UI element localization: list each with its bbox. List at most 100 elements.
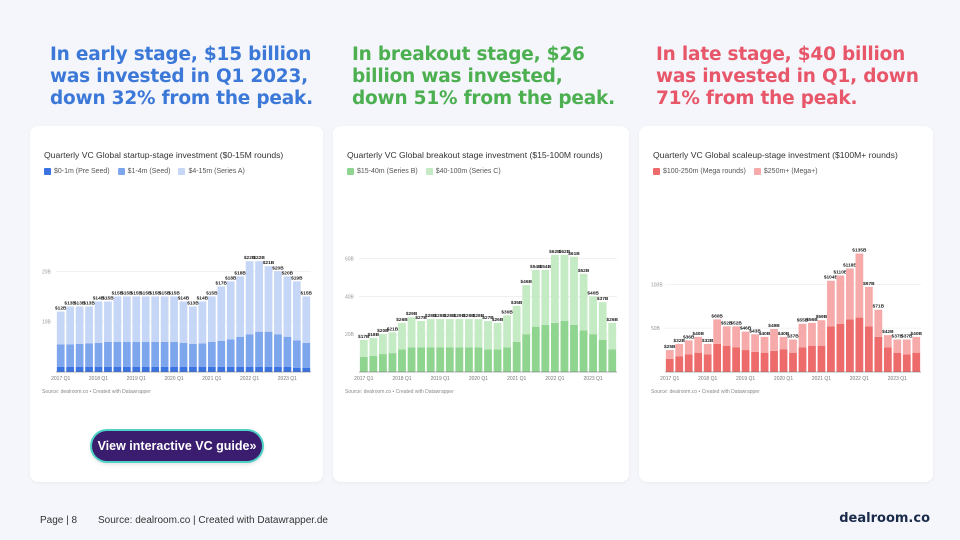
data-label: $49B — [768, 323, 780, 329]
bar-segment — [113, 341, 122, 367]
data-label: $15B — [140, 290, 152, 296]
legend-label: $4-15m (Series A) — [188, 168, 245, 175]
bar-segment — [302, 342, 311, 368]
bar-segment — [170, 341, 178, 367]
bar-segment — [198, 301, 207, 344]
bar-segment — [751, 334, 759, 352]
data-label: $52B — [730, 320, 742, 326]
bar-segment — [94, 342, 103, 367]
bar-segment — [66, 366, 75, 372]
x-tick-label: 2020 Q1 — [469, 376, 488, 382]
data-label: $15B — [168, 290, 180, 296]
legend-item: $0-1m (Pre Seed) — [44, 168, 110, 175]
bar-segment — [426, 319, 435, 348]
bar-segment — [703, 354, 712, 372]
data-label: $27B — [415, 315, 427, 321]
bar-segment — [503, 315, 512, 348]
bar-segment — [541, 270, 550, 325]
chart-plot: 50B100B$25B$32B$36B$40B$32B$60B$52B$52B$… — [651, 248, 923, 382]
data-label: $37B — [597, 296, 609, 302]
x-tick-label: 2018 Q1 — [698, 376, 717, 382]
bar-segment — [75, 366, 84, 372]
bar-segment — [104, 341, 112, 367]
bar-segment — [808, 345, 816, 372]
dealroom-logo: dealroom.co — [839, 511, 930, 526]
bar-segment — [417, 321, 426, 348]
bar-segment — [560, 254, 569, 321]
bar-segment — [359, 356, 368, 372]
data-label: $18B — [234, 270, 246, 276]
data-label: $13B — [187, 301, 199, 307]
bar-segment — [512, 341, 521, 372]
data-label: $118B — [843, 262, 857, 268]
bar-segment — [388, 353, 397, 372]
chart-plot: 10B20B$12B$13B$13B$13B$14B$15B$15B$15B$1… — [42, 255, 313, 382]
bar-segment — [836, 323, 845, 372]
data-label: $15B — [149, 290, 161, 296]
bar-segment — [132, 341, 141, 367]
legend-swatch — [347, 168, 354, 175]
bar-segment — [302, 296, 311, 343]
view-vc-guide-button[interactable]: View interactive VC guide» — [92, 431, 262, 461]
bar-segment — [113, 366, 122, 372]
bar-segment — [484, 349, 492, 372]
bar-segment — [170, 366, 178, 372]
x-tick-label: 2022 Q1 — [545, 376, 564, 382]
bar-segment — [436, 347, 445, 372]
bar-segment — [104, 301, 112, 342]
bar-segment — [902, 354, 911, 372]
bar-segment — [675, 356, 684, 372]
bar-segment — [122, 366, 131, 372]
data-label: $13B — [83, 301, 95, 307]
bar-segment — [684, 340, 693, 355]
data-label: $36B — [683, 334, 695, 340]
data-label: $54B — [540, 264, 552, 270]
data-label: $42B — [882, 329, 894, 335]
bar-segment — [436, 319, 445, 348]
data-label: $20B — [377, 328, 389, 334]
x-tick-label: 2020 Q1 — [164, 376, 183, 382]
bar-segment — [864, 286, 873, 327]
data-label: $59B — [816, 314, 828, 320]
x-tick-label: 2018 Q1 — [392, 376, 411, 382]
data-label: $26B — [492, 317, 504, 323]
chart-legend: $15-40m (Series B) $40-100m (Series C) — [347, 168, 501, 175]
data-label: $62B — [559, 249, 571, 255]
bar-segment — [665, 350, 674, 359]
bar-segment — [94, 301, 103, 343]
bar-segment — [141, 366, 150, 372]
legend-item: $100-250m (Mega rounds) — [653, 168, 746, 175]
bar-segment — [827, 280, 835, 327]
bar-segment — [236, 276, 245, 337]
legend-label: $1-4m (Seed) — [127, 168, 171, 175]
bar-segment — [369, 355, 378, 372]
bar-segment — [570, 324, 578, 372]
bar-segment — [160, 341, 169, 367]
chart-source: Source: dealroom.co • Created with Dataw… — [42, 389, 151, 395]
bar-segment — [789, 339, 797, 353]
bar-segment — [198, 366, 207, 372]
legend-label: $15-40m (Series B) — [357, 168, 418, 175]
data-label: $30B — [501, 309, 513, 315]
bar-segment — [141, 341, 150, 367]
data-label: $52B — [721, 320, 733, 326]
bar-segment — [104, 366, 112, 372]
data-label: $32B — [673, 338, 685, 344]
headline-breakout-stage: In breakout stage, $26 billion was inves… — [352, 44, 615, 109]
bar-segment — [798, 347, 807, 372]
bar-segment — [703, 343, 712, 355]
bar-segment — [912, 336, 921, 353]
bar-segment — [493, 349, 502, 372]
bar-segment — [779, 349, 788, 372]
bar-segment — [713, 319, 722, 344]
bar-segment — [874, 336, 883, 372]
bar-segment — [179, 366, 188, 372]
bar-segment — [85, 366, 93, 372]
data-label: $71B — [873, 304, 885, 310]
bar-segment — [160, 366, 169, 372]
bar-segment — [874, 309, 883, 337]
bar-segment — [902, 339, 911, 355]
legend-item: $250m+ (Mega+) — [753, 168, 818, 175]
chart-legend: $0-1m (Pre Seed) $1-4m (Seed) $4-15m (Seri… — [44, 168, 245, 175]
bar-segment — [359, 339, 368, 357]
